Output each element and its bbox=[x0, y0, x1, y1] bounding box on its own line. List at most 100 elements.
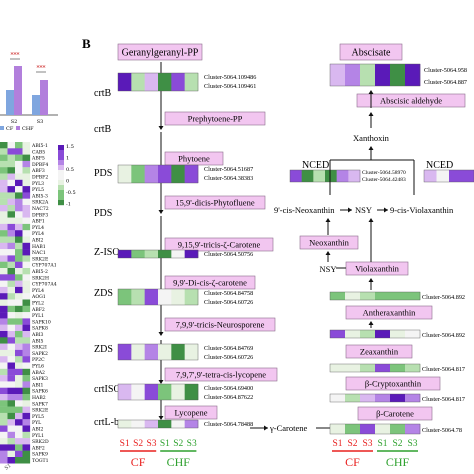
gene-label: ABF2 bbox=[31, 445, 45, 451]
gene-label: ABI2 bbox=[31, 238, 44, 244]
heat-cell bbox=[0, 217, 8, 225]
gene-label: PP2C bbox=[32, 357, 45, 363]
metabolite-label: Zeaxanthin bbox=[360, 346, 399, 356]
right-heat-strip-cell bbox=[330, 330, 346, 338]
heat-cell bbox=[0, 173, 8, 180]
left-heat-strip-cell bbox=[131, 73, 145, 91]
cluster-label: Cluster-5064.50756 bbox=[204, 251, 253, 258]
gene-label: ABI3 bbox=[31, 332, 44, 338]
enzyme-label: NSY bbox=[355, 205, 372, 215]
left-heat-strip-border bbox=[117, 288, 199, 306]
heat-cell bbox=[15, 299, 23, 306]
heat-cell bbox=[15, 444, 23, 451]
panel-b-label: B bbox=[82, 36, 91, 51]
heat-cell bbox=[7, 293, 16, 300]
gene-label: SRK2A bbox=[32, 200, 49, 206]
left-heat-strip-cell bbox=[131, 384, 145, 400]
heat-cell bbox=[7, 274, 16, 281]
heat-cell bbox=[0, 249, 8, 256]
heat-cell bbox=[15, 387, 23, 395]
right-heat-strip-cell bbox=[405, 292, 421, 300]
left-heat-strip-cell bbox=[158, 420, 172, 428]
heat-cell bbox=[0, 280, 8, 288]
metabolite-label: Neoxanthin bbox=[309, 237, 349, 247]
right-heat-strip-cell bbox=[405, 330, 421, 338]
heat-cell bbox=[0, 242, 8, 250]
left-heat-strip-cell bbox=[131, 420, 145, 428]
right-heat-strip-cell bbox=[345, 424, 361, 434]
heat-cell bbox=[0, 400, 8, 407]
heat-cell bbox=[7, 381, 16, 388]
left-heat-strip-cell bbox=[171, 289, 185, 305]
heat-cell bbox=[15, 406, 23, 414]
right-heat-strip-border bbox=[329, 329, 421, 339]
heat-cell bbox=[7, 230, 16, 237]
gene-label: PYL1 bbox=[32, 433, 44, 439]
metabolite-label: 7,9,9'-tricis-Neurosporene bbox=[176, 319, 265, 329]
heat-cell bbox=[7, 280, 16, 288]
right-heat-strip-cell bbox=[345, 330, 361, 338]
metabolite-label-box bbox=[345, 376, 441, 391]
cluster-label: Cluster-5064.58970 bbox=[362, 170, 406, 176]
sample-label: S3 bbox=[146, 439, 156, 449]
right-heat-strip-cell bbox=[301, 170, 314, 182]
heat-cell bbox=[7, 211, 16, 218]
heat-cell bbox=[15, 167, 23, 174]
heat-cell bbox=[7, 268, 16, 275]
heat-cell bbox=[0, 205, 8, 212]
colorbar-tick: 1.5 bbox=[66, 144, 74, 150]
metabolite-label-box bbox=[339, 43, 403, 61]
heat-cell bbox=[7, 368, 16, 376]
heat-cell bbox=[22, 312, 31, 319]
gene-label: SRK2D bbox=[32, 439, 49, 445]
left-heat-strip-cell bbox=[171, 420, 185, 428]
heat-cell bbox=[15, 343, 23, 351]
right-heat-strip-border bbox=[329, 423, 421, 435]
right-heat-strip-cell bbox=[375, 394, 391, 402]
gene-label: SRK2H bbox=[32, 275, 49, 281]
heat-cell bbox=[22, 419, 31, 426]
right-heat-strip-cell bbox=[405, 424, 421, 434]
right-heat-strip-cell bbox=[436, 170, 450, 182]
gene-label: DPBF3 bbox=[32, 212, 48, 218]
right-heat-strip-cell bbox=[330, 424, 346, 434]
heat-cell bbox=[22, 337, 31, 344]
heat-cell bbox=[22, 457, 31, 464]
heat-cell bbox=[22, 205, 31, 212]
heat-cell bbox=[0, 179, 8, 187]
enzyme-label: NCED bbox=[302, 160, 329, 171]
right-heat-strip-cell bbox=[360, 394, 376, 402]
left-heat-strip-border bbox=[117, 72, 199, 92]
left-heat-strip-cell bbox=[171, 384, 185, 400]
gene-label: PYL2 bbox=[32, 301, 44, 307]
right-heat-strip-border bbox=[423, 169, 474, 183]
left-heat-strip-cell bbox=[171, 344, 185, 360]
right-heat-strip-cell bbox=[405, 394, 421, 402]
colorbar-step bbox=[58, 170, 64, 176]
heat-cell bbox=[15, 331, 23, 338]
metabolite-label: Phytoene bbox=[178, 153, 210, 163]
colorbar: 1.5 1 0.5 0 -0.5 -1 bbox=[58, 144, 76, 208]
metabolite-label: 7,9,7',9'-tetra-cis-lycopene bbox=[176, 369, 266, 379]
heat-cell bbox=[7, 255, 16, 262]
heat-cell bbox=[15, 412, 23, 420]
gene-label: ABF3 bbox=[31, 168, 45, 174]
heat-cell bbox=[22, 444, 31, 451]
heat-cell bbox=[22, 274, 31, 281]
colorbar-step bbox=[58, 150, 64, 156]
heat-cell bbox=[22, 425, 31, 432]
left-pathway: Geranylgeranyl-PP Prephytoene-PP Phytoene 1… bbox=[94, 43, 334, 433]
gene-label: SRK2I bbox=[32, 345, 47, 351]
legend-swatch-chf bbox=[16, 126, 20, 130]
gene-label: SAPK7 bbox=[32, 401, 48, 407]
heat-cell bbox=[22, 394, 31, 401]
heat-cell bbox=[22, 223, 31, 231]
right-heat-strip-cell bbox=[405, 364, 421, 372]
heat-cell bbox=[0, 324, 8, 332]
heat-cell bbox=[0, 318, 8, 325]
bar-s2-chf bbox=[14, 66, 22, 115]
cluster-label: Cluster-5064.84769 bbox=[204, 345, 253, 352]
bar-s3-chf bbox=[40, 80, 48, 115]
heat-cell bbox=[7, 356, 16, 363]
